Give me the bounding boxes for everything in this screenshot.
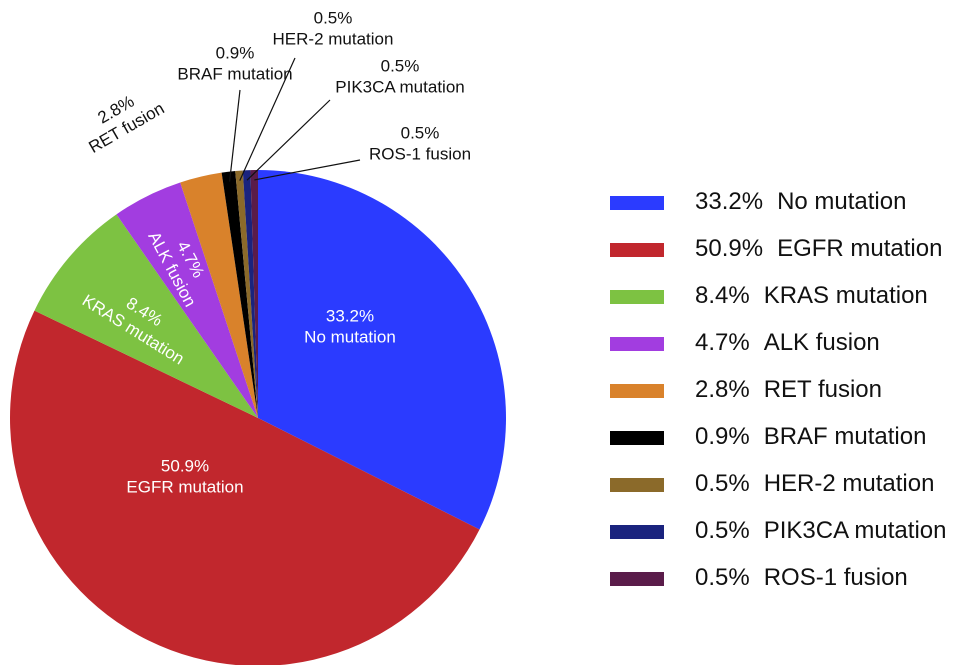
slice-label: 0.9% BRAF mutation <box>177 43 292 83</box>
slice-value-label: 0.5% <box>381 56 420 75</box>
legend-swatch <box>610 431 664 445</box>
slice-category-label: HER-2 mutation <box>273 29 394 48</box>
legend-swatch <box>610 525 664 539</box>
legend-value: 4.7% <box>695 329 750 356</box>
legend-value: 0.5% <box>695 564 750 591</box>
leader-line <box>246 99 331 181</box>
leader-line <box>228 89 241 182</box>
legend-swatch <box>610 196 664 210</box>
pie-slice <box>242 170 258 418</box>
legend-swatch <box>610 478 664 492</box>
slice-label: 50.9% EGFR mutation <box>126 456 243 496</box>
legend-value: 8.4% <box>695 282 750 309</box>
pie-slice <box>221 171 258 418</box>
pie-slice <box>180 172 258 418</box>
legend-name: RET fusion <box>764 376 882 403</box>
legend-name: PIK3CA mutation <box>764 517 947 544</box>
legend-entry: 50.9% EGFR mutation <box>695 235 942 262</box>
slice-value-label: 33.2% <box>326 306 374 325</box>
slice-label: 0.5% PIK3CA mutation <box>335 56 464 96</box>
legend-entry: 0.5% ROS-1 fusion <box>695 564 908 591</box>
slice-label: 0.5% ROS-1 fusion <box>369 123 471 163</box>
legend-value: 33.2% <box>695 188 763 215</box>
legend-value: 50.9% <box>695 235 763 262</box>
legend-entry: 0.5% HER-2 mutation <box>695 470 934 497</box>
pie-slice <box>34 214 258 418</box>
pie-slice <box>250 170 258 418</box>
legend-value: 0.5% <box>695 470 750 497</box>
slice-value-label: 0.5% <box>314 8 353 27</box>
legend-name: EGFR mutation <box>777 235 942 262</box>
slice-category-label: No mutation <box>304 327 396 346</box>
legend-swatch <box>610 243 664 257</box>
legend-entry: 0.9% BRAF mutation <box>695 423 926 450</box>
legend-swatch <box>610 290 664 304</box>
legend-entry: 8.4% KRAS mutation <box>695 282 928 309</box>
legend-entry: 33.2% No mutation <box>695 188 906 215</box>
legend-value: 0.9% <box>695 423 750 450</box>
pie-slice <box>10 310 480 665</box>
slice-label: 33.2% No mutation <box>304 306 396 346</box>
slice-category-label: PIK3CA mutation <box>335 77 464 96</box>
leader-line <box>239 57 296 181</box>
slice-label: 2.8%RET fusion <box>85 92 167 157</box>
legend-name: ROS-1 fusion <box>764 564 908 591</box>
leader-line <box>254 159 361 181</box>
legend-name: ALK fusion <box>764 329 880 356</box>
slice-category-label: BRAF mutation <box>177 64 292 83</box>
pie-slice <box>116 182 258 418</box>
slice-value-label: 0.9% <box>216 43 255 62</box>
legend-value: 2.8% <box>695 376 750 403</box>
legend-name: KRAS mutation <box>764 282 928 309</box>
legend-swatch <box>610 572 664 586</box>
legend-entry: 2.8% RET fusion <box>695 376 882 403</box>
slice-value-label: 0.5% <box>401 123 440 142</box>
legend-name: BRAF mutation <box>764 423 927 450</box>
slice-category-label: EGFR mutation <box>126 477 243 496</box>
slice-label: 0.5% HER-2 mutation <box>273 8 394 48</box>
pie-slice <box>258 170 507 530</box>
legend-name: No mutation <box>777 188 906 215</box>
slice-value-label: 50.9% <box>161 456 209 475</box>
legend-name: HER-2 mutation <box>764 470 935 497</box>
pie-slice <box>235 170 258 418</box>
legend-value: 0.5% <box>695 517 750 544</box>
slice-category-label: ROS-1 fusion <box>369 144 471 163</box>
legend-swatch <box>610 384 664 398</box>
legend-swatch <box>610 337 664 351</box>
legend-entry: 4.7% ALK fusion <box>695 329 880 356</box>
legend-entry: 0.5% PIK3CA mutation <box>695 517 946 544</box>
